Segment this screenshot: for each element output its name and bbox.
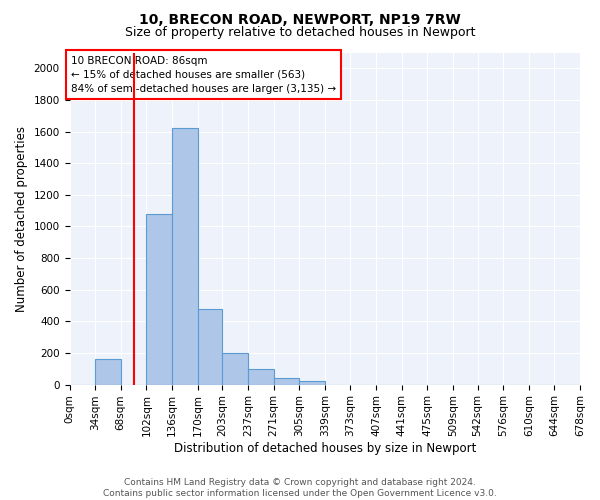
Text: Size of property relative to detached houses in Newport: Size of property relative to detached ho…: [125, 26, 475, 39]
Bar: [146, 214, 172, 384]
Bar: [172, 128, 197, 384]
Bar: [248, 369, 274, 384]
Bar: [299, 382, 325, 384]
Y-axis label: Number of detached properties: Number of detached properties: [15, 126, 28, 312]
X-axis label: Distribution of detached houses by size in Newport: Distribution of detached houses by size …: [173, 442, 476, 455]
Bar: [223, 353, 248, 384]
Text: Contains HM Land Registry data © Crown copyright and database right 2024.
Contai: Contains HM Land Registry data © Crown c…: [103, 478, 497, 498]
Bar: [274, 378, 299, 384]
Text: 10 BRECON ROAD: 86sqm
← 15% of detached houses are smaller (563)
84% of semi-det: 10 BRECON ROAD: 86sqm ← 15% of detached …: [71, 56, 336, 94]
Bar: [197, 308, 223, 384]
Text: 10, BRECON ROAD, NEWPORT, NP19 7RW: 10, BRECON ROAD, NEWPORT, NP19 7RW: [139, 12, 461, 26]
Bar: [95, 360, 121, 384]
